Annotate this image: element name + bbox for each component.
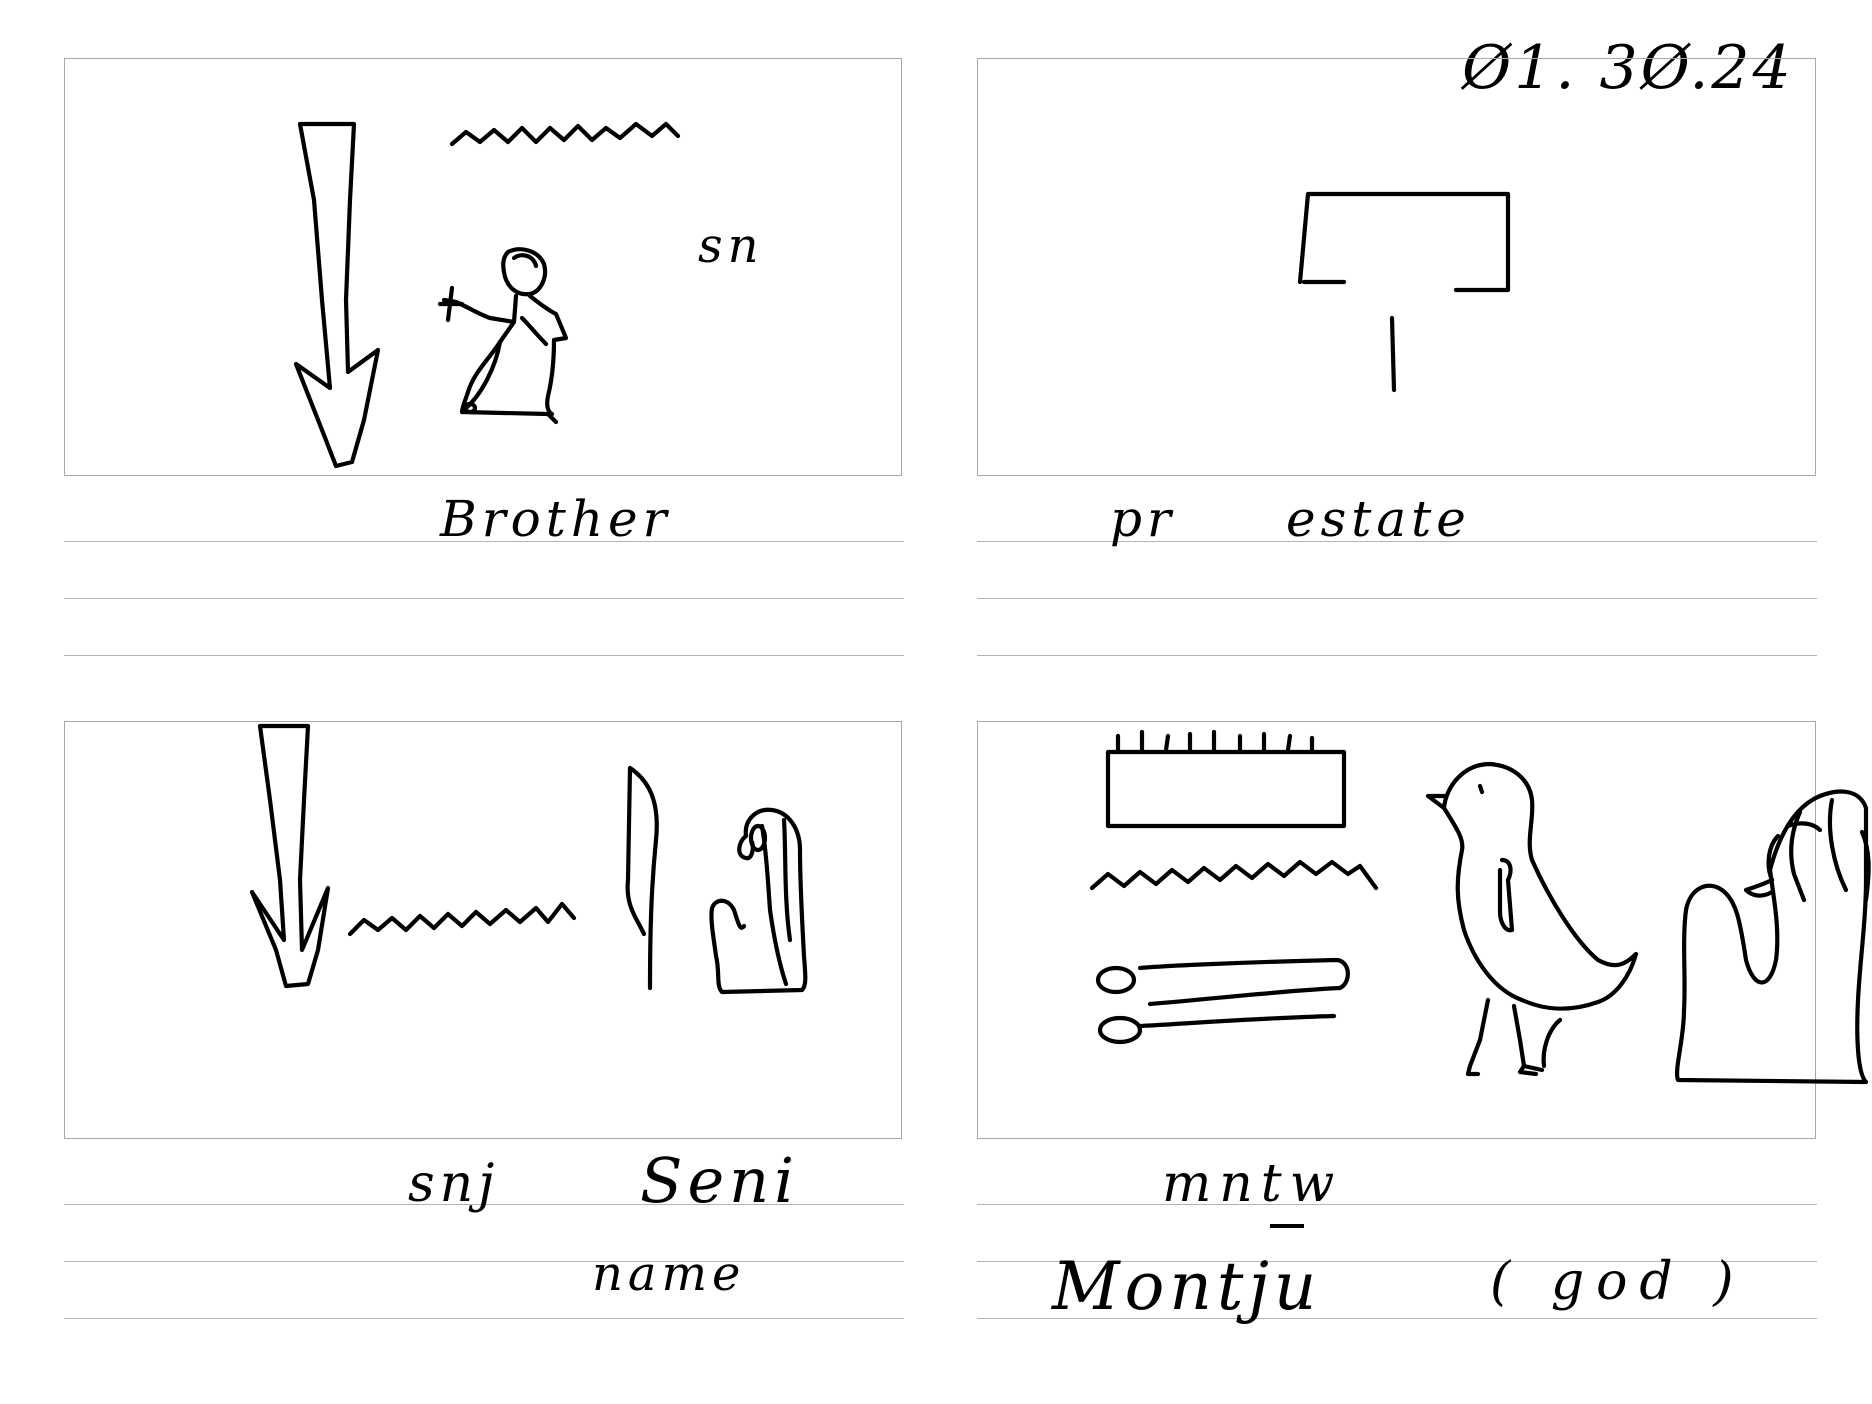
tethering-rope-glyph: [1095, 957, 1350, 1045]
rule-line: [64, 1261, 904, 1262]
card-meaning: Brother: [440, 490, 672, 548]
rule-line: [977, 598, 1817, 599]
house-glyph: [1297, 191, 1511, 293]
rule-line: [64, 1318, 904, 1319]
seated-god-glyph: [1675, 789, 1871, 1085]
card-meaning: Seni: [640, 1144, 799, 1217]
glyph-note: sn: [698, 218, 764, 274]
card-transliteration: mntw: [1162, 1154, 1343, 1214]
rule-line: [64, 1204, 904, 1205]
arrow-glyph: [249, 723, 331, 989]
card-frame-montju: [977, 721, 1816, 1139]
game-board-glyph: [1105, 729, 1347, 829]
rule-line: [977, 1204, 1817, 1205]
seated-man-glyph: [437, 247, 569, 425]
stroke-glyph: [1389, 315, 1397, 393]
card-frame-brother: [64, 58, 902, 476]
card-frame-seni: [64, 721, 902, 1139]
quail-chick-glyph: [1425, 761, 1639, 1077]
rule-line: [977, 655, 1817, 656]
card-transliteration: snj: [408, 1154, 500, 1214]
rule-line: [64, 541, 904, 542]
water-line-glyph: [449, 121, 681, 147]
page-ref: Ø1. 3Ø.24: [1462, 33, 1794, 103]
water-line-glyph: [347, 901, 577, 937]
rule-line: [64, 655, 904, 656]
water-line-glyph: [1089, 859, 1379, 891]
rule-line: [64, 598, 904, 599]
seated-man-glyph: [709, 807, 808, 995]
card-meaning: estate: [1286, 490, 1471, 548]
card-transliteration: pr: [1110, 490, 1176, 548]
underdot-mark: [1270, 1224, 1304, 1228]
card-extra: name: [592, 1246, 746, 1302]
rule-line: [977, 1261, 1817, 1262]
rule-line: [977, 541, 1817, 542]
rule-line: [977, 1318, 1817, 1319]
card-frame-estate: [977, 58, 1816, 476]
reed-leaf-glyph: [625, 765, 659, 991]
card-meaning: Montju: [1052, 1248, 1322, 1325]
arrow-glyph: [293, 121, 381, 469]
card-extra: ( god ): [1490, 1252, 1746, 1312]
